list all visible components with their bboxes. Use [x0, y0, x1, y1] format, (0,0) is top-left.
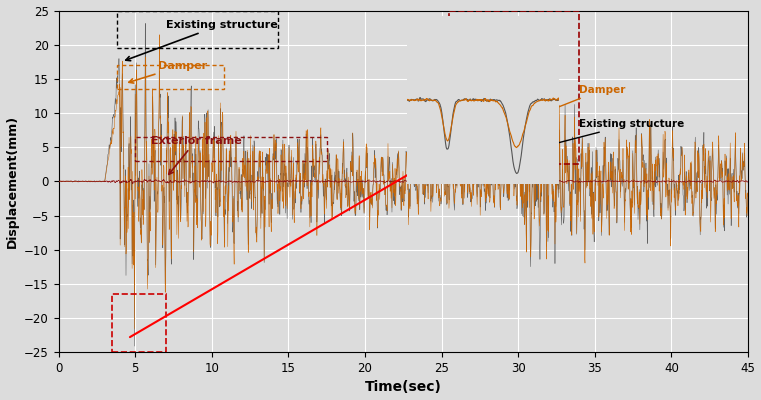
Bar — [116, 10, 278, 48]
Bar — [449, 10, 579, 164]
Text: Exterior frame: Exterior frame — [151, 136, 241, 174]
X-axis label: Time(sec): Time(sec) — [365, 380, 441, 394]
Y-axis label: Displacement(mm): Displacement(mm) — [5, 115, 18, 248]
Text: Damper: Damper — [530, 84, 626, 119]
Text: Existing structure: Existing structure — [546, 119, 685, 147]
Bar — [112, 294, 166, 352]
Bar — [116, 65, 224, 89]
Text: Existing structure: Existing structure — [126, 20, 278, 61]
Text: Damper: Damper — [129, 61, 207, 83]
Bar — [135, 137, 326, 161]
